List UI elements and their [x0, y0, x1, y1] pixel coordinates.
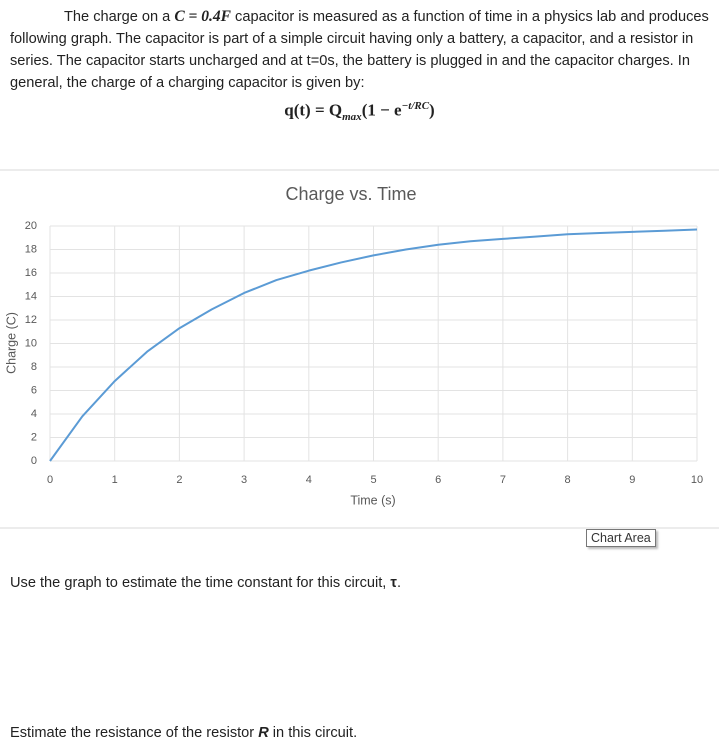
eq-part: q(t) = Q — [284, 100, 343, 120]
text: capacitor is measured as a function of t… — [10, 9, 709, 91]
chart-title: Charge vs. Time — [285, 184, 416, 204]
text: . — [396, 575, 401, 591]
symbol: R — [258, 725, 269, 741]
x-tick-label: 0 — [47, 474, 53, 486]
y-axis-label: Charge (C) — [4, 312, 18, 374]
text: in this circuit. — [268, 725, 358, 741]
y-tick-label: 18 — [25, 243, 37, 255]
x-tick-label: 3 — [241, 474, 247, 486]
x-tick-label: 8 — [565, 474, 571, 486]
x-axis-label: Time (s) — [350, 493, 395, 507]
y-tick-label: 14 — [25, 290, 37, 302]
eq-sub: max — [342, 111, 362, 124]
eq-part: ) — [429, 100, 435, 120]
question: Use the graph to estimate the time const… — [10, 575, 401, 591]
text: Estimate the resistance of the resistor — [10, 725, 259, 741]
y-tick-label: 2 — [31, 431, 37, 443]
x-tick-label: 10 — [691, 474, 703, 486]
text: Use the graph to estimate the time const… — [10, 575, 391, 591]
data-line — [49, 228, 698, 462]
y-tick-label: 10 — [25, 337, 37, 349]
y-tick-label: 0 — [31, 455, 37, 467]
question: Estimate the resistance of the resistor … — [10, 725, 357, 741]
tooltip: Chart Area — [586, 529, 656, 547]
symbol: τ — [390, 575, 397, 591]
math: C = 0.4F — [174, 8, 231, 25]
text: The charge on a — [64, 9, 175, 25]
x-tick-label: 9 — [629, 474, 635, 486]
y-tick-label: 6 — [31, 384, 37, 396]
y-tick-label: 4 — [31, 408, 37, 420]
x-tick-label: 5 — [370, 474, 376, 486]
paragraph: The charge on a C = 0.4F capacitor is me… — [10, 6, 716, 94]
y-tick-label: 8 — [31, 361, 37, 373]
x-tick-label: 6 — [435, 474, 441, 486]
y-tick-label: 16 — [25, 267, 37, 279]
x-tick-label: 2 — [176, 474, 182, 486]
eq-part: (1 − e — [361, 100, 402, 120]
x-tick-label: 4 — [306, 474, 312, 486]
equation: q(t) = Qmax(1 − e−t/RC) — [0, 100, 719, 123]
x-tick-label: 1 — [112, 474, 118, 486]
y-tick-label: 12 — [25, 314, 37, 326]
eq-sup: −t/RC — [401, 100, 430, 112]
y-tick-label: 20 — [25, 220, 37, 232]
x-tick-label: 7 — [500, 474, 506, 486]
